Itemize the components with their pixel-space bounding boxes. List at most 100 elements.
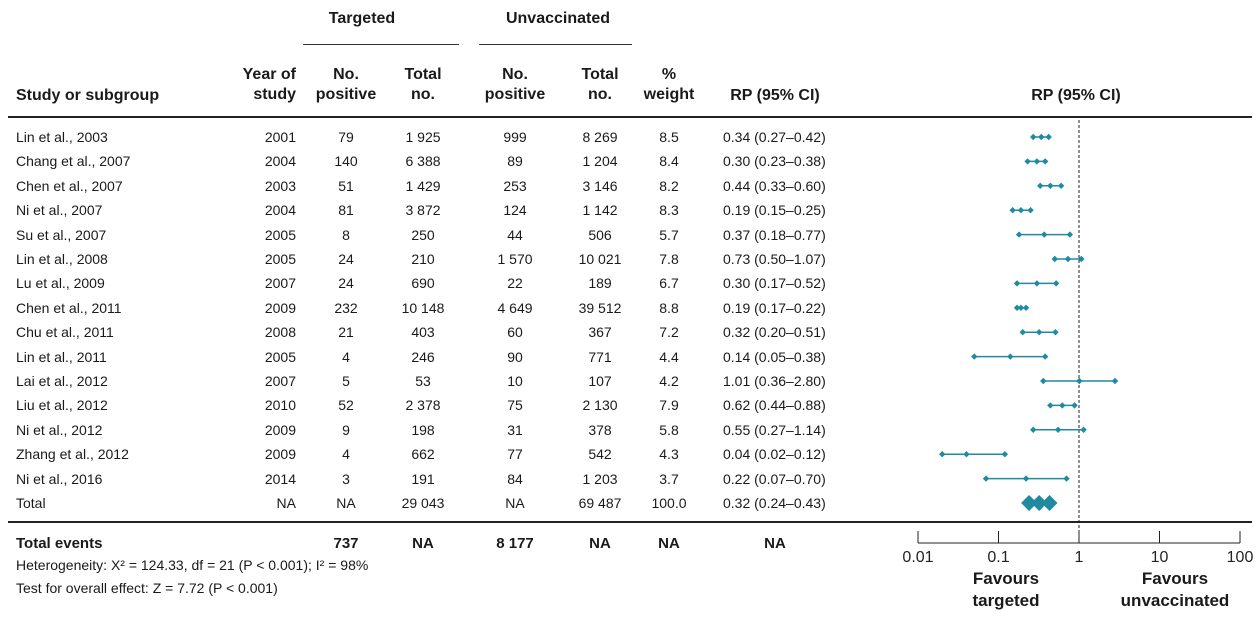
favours-targeted-line2: targeted xyxy=(972,591,1040,610)
point-estimate-marker xyxy=(1041,231,1048,238)
cell-rp: 0.30 (0.17–0.52) xyxy=(723,275,826,292)
ci-lower-marker xyxy=(1015,231,1023,238)
cell-targeted-total: 246 xyxy=(411,348,435,365)
cell-study: Ni et al., 2012 xyxy=(16,421,103,438)
cell-study: Su et al., 2007 xyxy=(16,226,107,243)
cell-unvaccinated-positive: 253 xyxy=(503,177,527,194)
cell-study: Chen et al., 2007 xyxy=(16,177,123,194)
x-axis-tick-label: 0.01 xyxy=(902,549,933,566)
point-estimate-marker xyxy=(1076,377,1083,385)
ci-lower-marker xyxy=(1024,158,1031,165)
point-estimate-marker xyxy=(1033,280,1041,287)
cell-unvaccinated-positive: 999 xyxy=(503,129,527,145)
cell-unvaccinated-positive: 124 xyxy=(503,202,527,219)
ci-lower-marker xyxy=(1037,182,1044,189)
group-targeted-label: Targeted xyxy=(328,10,396,27)
x-axis-tick-label: 0.1 xyxy=(987,549,1009,566)
cell-targeted-total: 250 xyxy=(411,226,435,243)
cell-weight: 100.0 xyxy=(651,495,687,511)
cell-year: 2005 xyxy=(264,348,296,365)
cell-year: 2003 xyxy=(264,177,296,194)
cell-weight: 6.7 xyxy=(659,275,679,292)
cell-rp: 0.62 (0.44–0.88) xyxy=(723,397,826,414)
cell-unvaccinated-positive: 4 649 xyxy=(497,299,533,316)
col-u-tot-header: Total no. xyxy=(581,65,618,105)
cell-study: Ni et al., 2007 xyxy=(16,202,103,219)
overall-effect-note: Test for overall effect: Z = 7.72 (P < 0… xyxy=(16,580,278,596)
cell-study: Lin et al., 2008 xyxy=(16,251,108,267)
col-t-tot-header: Total no. xyxy=(404,65,441,105)
cell-unvaccinated-total: 1 203 xyxy=(582,470,618,487)
col-weight-header-line1: % xyxy=(661,66,677,83)
point-estimate-marker xyxy=(1038,133,1045,141)
cell-unvaccinated-positive: 10 xyxy=(507,373,523,389)
cell-targeted-positive: 81 xyxy=(338,202,354,219)
cell-targeted-positive: 8 xyxy=(342,226,350,243)
x-axis-tick-label: 100 xyxy=(1227,549,1254,566)
cell-weight: 7.9 xyxy=(659,397,679,414)
total-events-t-pos: 737 xyxy=(333,535,359,552)
ci-upper-marker xyxy=(1071,402,1078,409)
header-rule xyxy=(8,116,1252,118)
cell-study: Chen et al., 2011 xyxy=(16,299,122,316)
cell-unvaccinated-total: 69 487 xyxy=(578,495,622,511)
col-t-pos-header: No. positive xyxy=(316,65,376,105)
cell-targeted-positive: 24 xyxy=(338,275,354,292)
ci-upper-marker xyxy=(1111,377,1119,385)
ci-upper-marker xyxy=(1080,426,1087,433)
col-rp-header: RP (95% CI) xyxy=(730,87,820,104)
cell-weight: 7.2 xyxy=(659,324,679,341)
cell-targeted-total: 1 925 xyxy=(405,129,441,145)
cell-rp: 0.32 (0.24–0.43) xyxy=(723,495,826,511)
ci-lower-marker xyxy=(1013,304,1021,311)
total-events-weight: NA xyxy=(658,535,680,552)
col-u-pos-header: No. positive xyxy=(485,65,545,105)
body-bottom-rule xyxy=(8,521,1252,523)
col-u-pos-header-line2: positive xyxy=(484,86,546,103)
cell-weight: 8.2 xyxy=(659,177,679,194)
cell-targeted-total: 29 043 xyxy=(401,495,445,511)
cell-weight: 4.2 xyxy=(659,373,679,389)
cell-unvaccinated-positive: 90 xyxy=(507,348,523,365)
col-u-pos-header-line1: No. xyxy=(502,66,528,83)
total-events-u-tot: NA xyxy=(589,535,611,552)
cell-targeted-total: 662 xyxy=(411,446,435,463)
cell-year: 2001 xyxy=(264,129,296,145)
heterogeneity-note: Heterogeneity: X² = 124.33, df = 21 (P <… xyxy=(16,557,369,573)
cell-unvaccinated-total: 8 269 xyxy=(582,129,618,145)
targeted-group-rule xyxy=(303,44,459,45)
cell-study: Chu et al., 2011 xyxy=(16,324,114,341)
cell-unvaccinated-positive: 89 xyxy=(507,153,523,170)
ci-upper-marker xyxy=(1066,231,1074,238)
col-weight-header: % weight xyxy=(644,65,695,105)
cell-weight: 8.5 xyxy=(659,129,679,145)
cell-weight: 4.3 xyxy=(659,446,679,463)
cell-rp: 0.55 (0.27–1.14) xyxy=(723,421,826,438)
col-t-tot-header-line1: Total xyxy=(404,66,442,83)
cell-rp: 0.19 (0.15–0.25) xyxy=(723,202,826,219)
cell-year: 2009 xyxy=(264,446,296,463)
cell-study: Lin et al., 2011 xyxy=(16,348,107,365)
cell-targeted-positive: 9 xyxy=(342,421,350,438)
ci-lower-marker xyxy=(1030,426,1037,433)
cell-year: 2007 xyxy=(264,275,296,292)
cell-targeted-positive: 24 xyxy=(338,251,354,267)
cell-year: 2005 xyxy=(264,251,296,267)
cell-year: 2014 xyxy=(264,470,296,487)
cell-year: 2010 xyxy=(264,397,296,414)
cell-rp: 1.01 (0.36–2.80) xyxy=(723,373,826,389)
cell-unvaccinated-positive: 84 xyxy=(507,470,523,487)
cell-weight: 8.8 xyxy=(659,299,679,316)
ci-upper-marker xyxy=(1022,304,1030,311)
cell-targeted-total: 53 xyxy=(415,373,431,389)
cell-rp: 0.32 (0.20–0.51) xyxy=(723,324,826,341)
group-unvaccinated-label: Unvaccinated xyxy=(505,10,611,27)
cell-year: 2005 xyxy=(264,226,296,243)
cell-targeted-positive: 232 xyxy=(334,299,358,316)
ci-upper-marker xyxy=(1041,353,1049,360)
ci-upper-marker xyxy=(1045,133,1052,141)
point-estimate-marker xyxy=(1033,158,1041,165)
col-year-header-line1: Year of xyxy=(242,66,296,83)
cell-targeted-total: 210 xyxy=(411,251,435,267)
col-study-header: Study or subgroup xyxy=(16,87,160,104)
